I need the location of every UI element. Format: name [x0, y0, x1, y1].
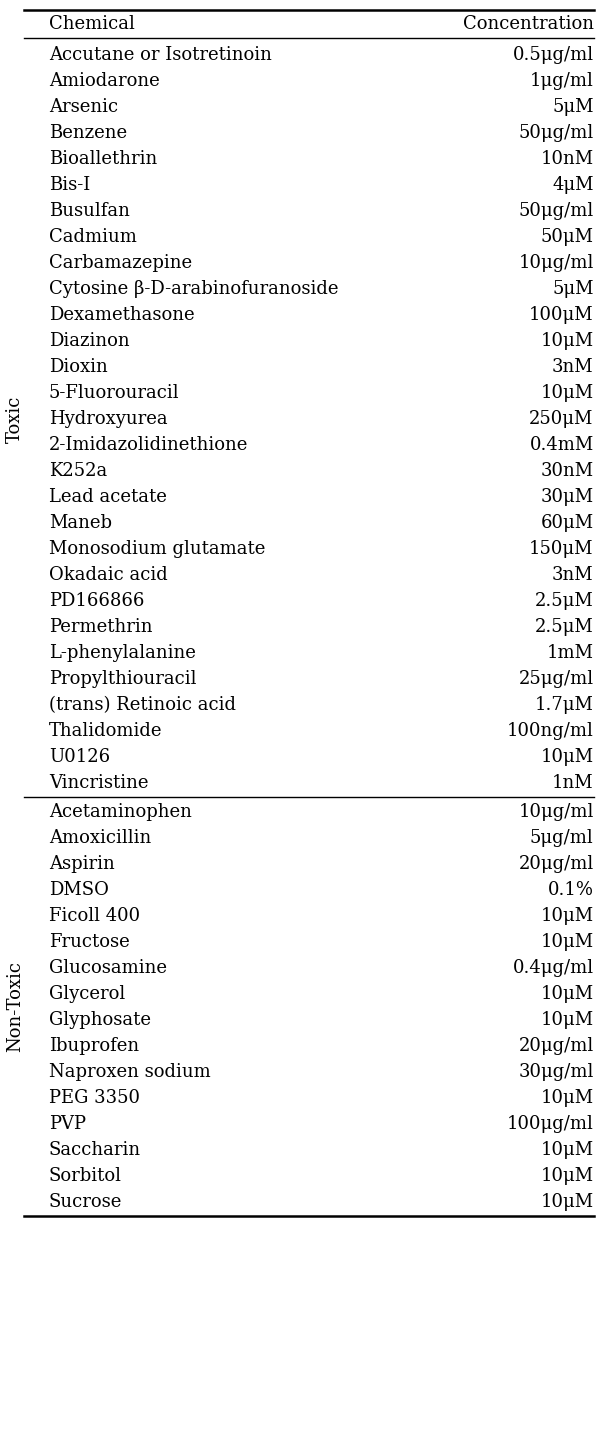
Text: Maneb: Maneb [49, 514, 112, 531]
Text: Okadaic acid: Okadaic acid [49, 566, 168, 585]
Text: 150μM: 150μM [529, 540, 594, 557]
Text: Amiodarone: Amiodarone [49, 72, 160, 89]
Text: 0.5μg/ml: 0.5μg/ml [512, 46, 594, 63]
Text: Non-Toxic: Non-Toxic [6, 960, 24, 1053]
Text: 20μg/ml: 20μg/ml [518, 1037, 594, 1054]
Text: Thalidomide: Thalidomide [49, 721, 162, 740]
Text: Busulfan: Busulfan [49, 202, 130, 220]
Text: Toxic: Toxic [6, 396, 24, 442]
Text: 10μM: 10μM [540, 933, 594, 950]
Text: (trans) Retinoic acid: (trans) Retinoic acid [49, 696, 236, 714]
Text: Monosodium glutamate: Monosodium glutamate [49, 540, 266, 557]
Text: Permethrin: Permethrin [49, 618, 152, 636]
Text: Diazinon: Diazinon [49, 333, 130, 350]
Text: 10μM: 10μM [540, 1166, 594, 1185]
Text: Accutane or Isotretinoin: Accutane or Isotretinoin [49, 46, 272, 63]
Text: 0.1%: 0.1% [548, 881, 594, 899]
Text: PD166866: PD166866 [49, 592, 144, 611]
Text: U0126: U0126 [49, 747, 110, 766]
Text: L-phenylalanine: L-phenylalanine [49, 644, 196, 662]
Text: 30μg/ml: 30μg/ml [518, 1063, 594, 1080]
Text: 2.5μM: 2.5μM [535, 592, 594, 611]
Text: Vincristine: Vincristine [49, 773, 149, 792]
Text: Acetaminophen: Acetaminophen [49, 802, 192, 821]
Text: Aspirin: Aspirin [49, 854, 114, 873]
Text: Bioallethrin: Bioallethrin [49, 150, 157, 168]
Text: 3nM: 3nM [552, 566, 594, 585]
Text: Dexamethasone: Dexamethasone [49, 307, 195, 324]
Text: 0.4μg/ml: 0.4μg/ml [512, 959, 594, 976]
Text: Sorbitol: Sorbitol [49, 1166, 122, 1185]
Text: 1mM: 1mM [547, 644, 594, 662]
Text: 5-Fluorouracil: 5-Fluorouracil [49, 384, 179, 402]
Text: 250μM: 250μM [529, 410, 594, 428]
Text: 2.5μM: 2.5μM [535, 618, 594, 636]
Text: 10μM: 10μM [540, 1089, 594, 1106]
Text: 0.4mM: 0.4mM [529, 436, 594, 454]
Text: Chemical: Chemical [49, 14, 135, 33]
Text: 1μg/ml: 1μg/ml [530, 72, 594, 89]
Text: Carbamazepine: Carbamazepine [49, 253, 192, 272]
Text: 3nM: 3nM [552, 359, 594, 376]
Text: Naproxen sodium: Naproxen sodium [49, 1063, 211, 1080]
Text: Hydroxyurea: Hydroxyurea [49, 410, 168, 428]
Text: 10μM: 10μM [540, 1140, 594, 1159]
Text: 10nM: 10nM [540, 150, 594, 168]
Text: 10μg/ml: 10μg/ml [518, 253, 594, 272]
Text: Dioxin: Dioxin [49, 359, 108, 376]
Text: Saccharin: Saccharin [49, 1140, 141, 1159]
Text: Ficoll 400: Ficoll 400 [49, 907, 140, 924]
Text: 10μM: 10μM [540, 747, 594, 766]
Text: PVP: PVP [49, 1115, 86, 1133]
Text: 50μg/ml: 50μg/ml [518, 124, 594, 143]
Text: Glycerol: Glycerol [49, 985, 125, 1002]
Text: 1.7μM: 1.7μM [535, 696, 594, 714]
Text: Ibuprofen: Ibuprofen [49, 1037, 139, 1054]
Text: 50μg/ml: 50μg/ml [518, 202, 594, 220]
Text: Benzene: Benzene [49, 124, 127, 143]
Text: Bis-I: Bis-I [49, 176, 90, 194]
Text: Concentration: Concentration [463, 14, 594, 33]
Text: 1nM: 1nM [552, 773, 594, 792]
Text: 5μM: 5μM [552, 98, 594, 117]
Text: Glyphosate: Glyphosate [49, 1011, 151, 1028]
Text: 100μg/ml: 100μg/ml [507, 1115, 594, 1133]
Text: 10μM: 10μM [540, 384, 594, 402]
Text: Arsenic: Arsenic [49, 98, 118, 117]
Text: Amoxicillin: Amoxicillin [49, 828, 151, 847]
Text: 30μM: 30μM [540, 488, 594, 505]
Text: Glucosamine: Glucosamine [49, 959, 167, 976]
Text: 4μM: 4μM [552, 176, 594, 194]
Text: 10μM: 10μM [540, 985, 594, 1002]
Text: 100ng/ml: 100ng/ml [507, 721, 594, 740]
Text: 10μM: 10μM [540, 1011, 594, 1028]
Text: Cytosine β-D-arabinofuranoside: Cytosine β-D-arabinofuranoside [49, 279, 338, 298]
Text: 20μg/ml: 20μg/ml [518, 854, 594, 873]
Text: 10μM: 10μM [540, 907, 594, 924]
Text: 2-Imidazolidinethione: 2-Imidazolidinethione [49, 436, 248, 454]
Text: Fructose: Fructose [49, 933, 130, 950]
Text: 5μM: 5μM [552, 279, 594, 298]
Text: 60μM: 60μM [540, 514, 594, 531]
Text: Cadmium: Cadmium [49, 228, 137, 246]
Text: Lead acetate: Lead acetate [49, 488, 167, 505]
Text: Sucrose: Sucrose [49, 1192, 122, 1211]
Text: K252a: K252a [49, 462, 107, 480]
Text: 100μM: 100μM [529, 307, 594, 324]
Text: DMSO: DMSO [49, 881, 109, 899]
Text: 50μM: 50μM [540, 228, 594, 246]
Text: 30nM: 30nM [540, 462, 594, 480]
Text: 25μg/ml: 25μg/ml [518, 670, 594, 688]
Text: 10μg/ml: 10μg/ml [518, 802, 594, 821]
Text: 5μg/ml: 5μg/ml [530, 828, 594, 847]
Text: PEG 3350: PEG 3350 [49, 1089, 140, 1106]
Text: 10μM: 10μM [540, 1192, 594, 1211]
Text: Propylthiouracil: Propylthiouracil [49, 670, 196, 688]
Text: 10μM: 10μM [540, 333, 594, 350]
